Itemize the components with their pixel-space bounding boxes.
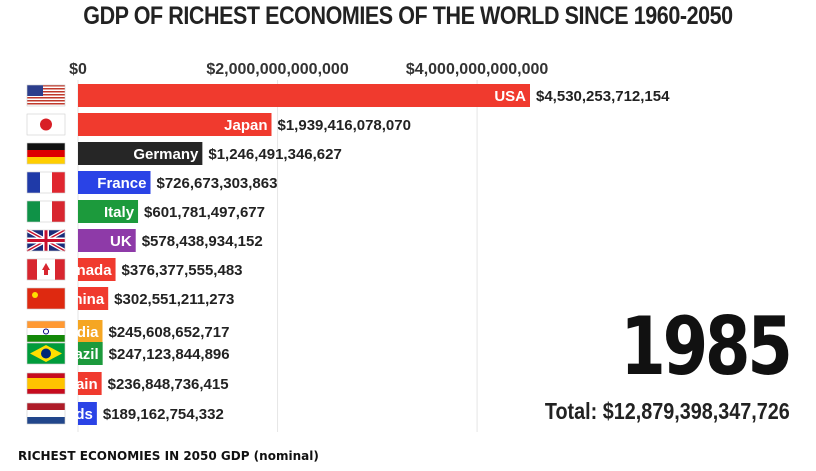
- bar-labels: USA Japan Germany France Italy UK nada hina dia a…: [73, 88, 526, 423]
- x-tick-label: $4,000,000,000,000: [406, 61, 548, 78]
- spain-flag-icon: [26, 372, 66, 395]
- value-label: $302,551,211,273: [114, 291, 234, 308]
- brazil-flag-icon: [26, 342, 66, 365]
- value-label: $189,162,754,332: [103, 406, 224, 423]
- italy-flag-icon: [26, 200, 66, 223]
- bar-japan: [78, 113, 272, 136]
- value-label: $726,673,303,863: [157, 175, 278, 192]
- value-label: $245,608,652,717: [109, 324, 230, 341]
- value-label: $236,848,736,415: [108, 376, 229, 393]
- india-flag-icon: [26, 320, 66, 343]
- bar-italy: [78, 200, 139, 223]
- bar-label: USA: [494, 88, 526, 105]
- bar-germany: [78, 142, 203, 165]
- bar-label: Germany: [133, 146, 199, 163]
- value-label: $376,377,555,483: [122, 262, 243, 279]
- bar-label: ain: [76, 376, 98, 393]
- bar-label: UK: [110, 233, 132, 250]
- germany-flag-icon: [26, 142, 66, 165]
- value-label: $247,123,844,896: [109, 346, 230, 363]
- value-label: $4,530,253,712,154: [536, 88, 670, 105]
- bar-netherlands: [78, 402, 97, 425]
- japan-flag-icon: [26, 113, 66, 136]
- netherlands-flag-icon: [26, 402, 66, 425]
- china-flag-icon: [26, 287, 66, 310]
- bar-label: France: [97, 175, 146, 192]
- bar-canada: [78, 258, 116, 281]
- flags: [26, 84, 66, 425]
- total-label: Total: $12,879,398,347,726: [545, 398, 790, 424]
- bar-chart: $0 $2,000,000,000,000 $4,000,000,000,000 U…: [26, 61, 670, 432]
- value-label: $578,438,934,152: [142, 233, 263, 250]
- bar-usa: [78, 84, 530, 107]
- bar-spain: [78, 372, 102, 395]
- year-label: 1985: [620, 300, 794, 393]
- bar-france: [78, 171, 151, 194]
- bar-india: [78, 320, 103, 343]
- x-axis-ticks: $0 $2,000,000,000,000 $4,000,000,000,000: [69, 61, 548, 78]
- caption: RICHEST ECONOMIES IN 2050 GDP (nominal): [18, 449, 319, 463]
- bar-label: nada: [77, 262, 113, 279]
- value-label: $1,246,491,346,627: [208, 146, 341, 163]
- value-label: $601,781,497,677: [144, 204, 265, 221]
- chart-title: GDP OF RICHEST ECONOMIES OF THE WORLD SI…: [83, 2, 733, 30]
- canada-flag-icon: [26, 258, 66, 281]
- x-tick-label: $2,000,000,000,000: [206, 61, 348, 78]
- uk-flag-icon: [26, 228, 66, 253]
- bar-label: Italy: [104, 204, 135, 221]
- x-tick-label: $0: [69, 61, 87, 78]
- bar-label: dia: [77, 324, 99, 341]
- us-flag-icon: [26, 84, 66, 107]
- value-label: $1,939,416,078,070: [278, 117, 411, 134]
- bar-uk: [78, 229, 136, 252]
- bar-china: [78, 287, 109, 310]
- bar-label: Japan: [224, 117, 267, 134]
- bar-brazil: [78, 342, 103, 365]
- france-flag-icon: [26, 171, 66, 194]
- bar-label: hina: [73, 291, 104, 308]
- bars: [78, 84, 530, 425]
- bar-label: azil: [74, 346, 98, 363]
- bar-label: ds: [75, 406, 93, 423]
- value-labels: $4,530,253,712,154 $1,939,416,078,070 $1,2…: [103, 88, 670, 423]
